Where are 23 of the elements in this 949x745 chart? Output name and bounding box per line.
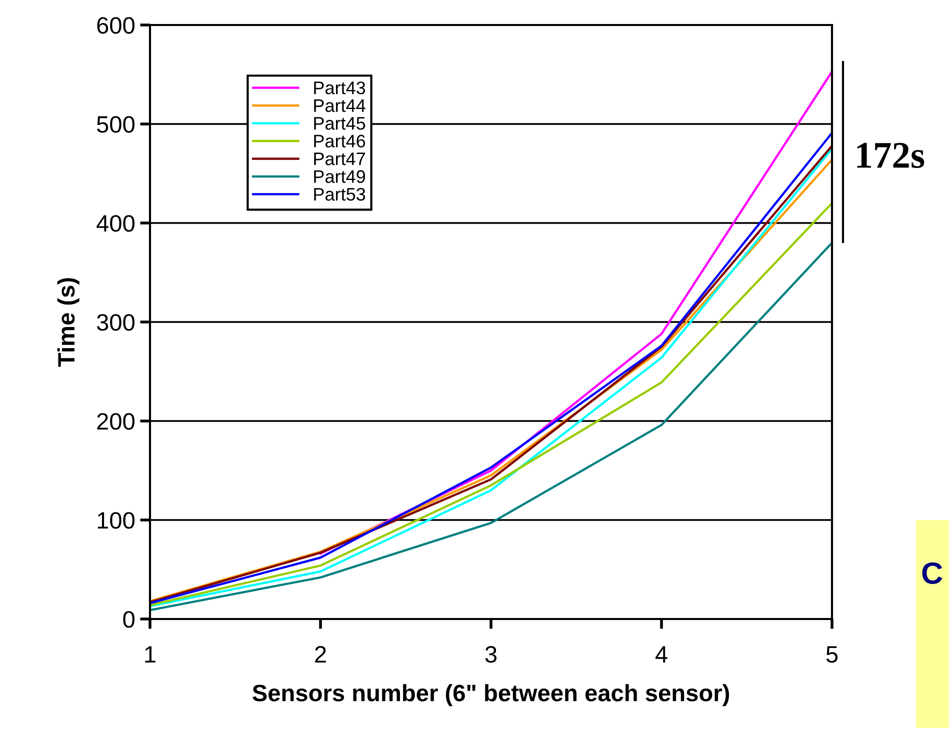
legend-label: Part43 [314, 82, 366, 94]
y-tick-label: 500 [96, 116, 134, 133]
text: C [922, 562, 942, 584]
legend-label: Part45 [314, 117, 366, 130]
annotation: 172s [857, 142, 924, 168]
y-tick-label: 200 [97, 413, 134, 430]
legend-label: Part47 [314, 152, 365, 166]
x-tick-label: 4 [655, 646, 668, 662]
y-tick-label: 600 [97, 17, 134, 34]
legend-label: Part46 [314, 134, 366, 148]
x-tick-label: 3 [485, 646, 497, 663]
y-tick-label: 0 [123, 611, 134, 628]
legend-label: Part53 [314, 188, 366, 201]
y-tick-label: 400 [96, 215, 134, 232]
x-tick-label: 1 [145, 646, 156, 662]
legend-label: Part49 [314, 170, 366, 183]
y-axis-title: Time (s) [57, 278, 80, 367]
x-axis-title: Sensors number (6" between each sensor) [252, 684, 730, 706]
legend-label: Part44 [314, 99, 366, 112]
y-tick-label: 100 [98, 512, 134, 529]
x-tick-label: 2 [315, 646, 326, 662]
y-tick-label: 300 [96, 314, 134, 331]
x-tick-label: 5 [826, 646, 838, 663]
